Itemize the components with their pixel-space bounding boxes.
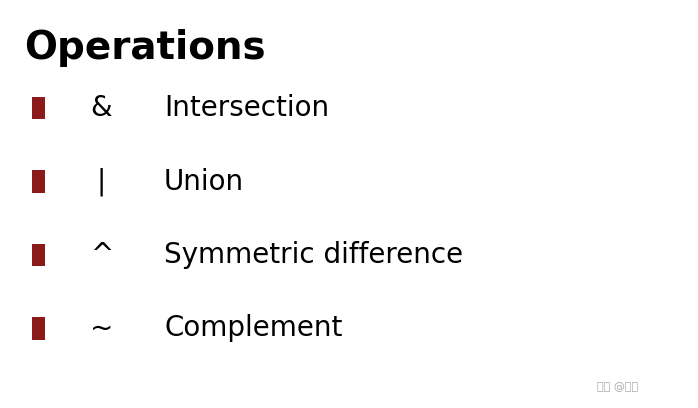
Text: Union: Union <box>164 168 244 195</box>
Text: ~: ~ <box>89 315 113 342</box>
FancyBboxPatch shape <box>32 170 45 193</box>
FancyBboxPatch shape <box>32 244 45 266</box>
Text: Operations: Operations <box>24 29 266 67</box>
Text: Intersection: Intersection <box>164 94 329 122</box>
Text: 知乎 @逆明: 知乎 @逆明 <box>597 381 638 392</box>
FancyBboxPatch shape <box>32 317 45 339</box>
Text: &: & <box>91 94 112 122</box>
Text: Symmetric difference: Symmetric difference <box>164 241 463 269</box>
Text: Complement: Complement <box>164 315 343 342</box>
Text: |: | <box>96 167 106 196</box>
Text: ^: ^ <box>89 241 113 269</box>
FancyBboxPatch shape <box>32 97 45 119</box>
